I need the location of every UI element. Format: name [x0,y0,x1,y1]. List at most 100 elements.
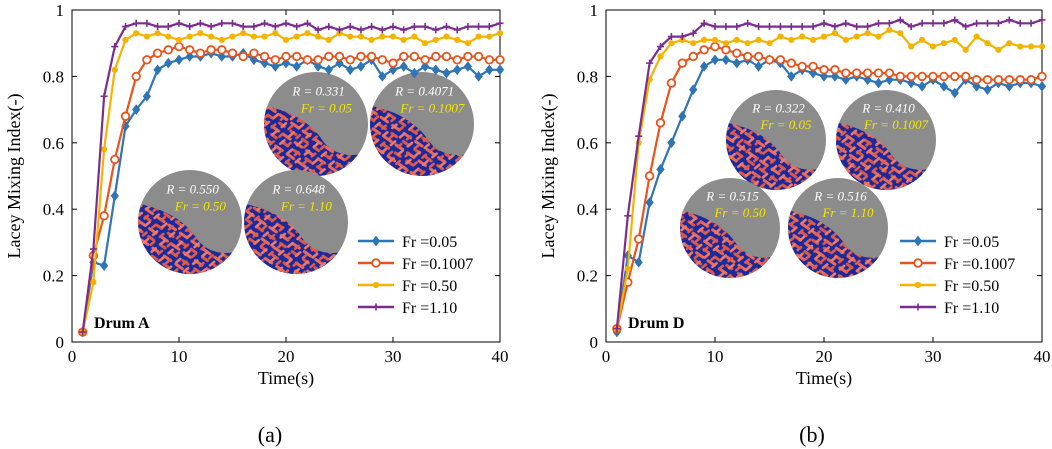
data-point [929,43,937,50]
data-point [475,33,482,40]
inset-fr-label: Fr = 0.1007 [399,101,465,116]
data-point [249,54,259,66]
data-point [347,33,354,40]
data-point [110,190,119,202]
data-point [939,71,949,82]
data-point [120,111,131,121]
data-point [831,30,839,37]
legend-entry: Fr =1.10 [944,300,999,317]
legend: Fr =0.05 Fr =0.1007 Fr =0.50 Fr =1.10 [894,230,1032,324]
data-point [443,33,450,40]
data-point [368,36,375,43]
legend: Fr =0.05 Fr =0.1007 Fr =0.50 Fr =1.10 [352,230,490,324]
panel-label: (a) [258,422,282,447]
data-point [1028,43,1035,50]
data-point [357,33,364,40]
legend-entry: Fr =1.10 [402,300,457,317]
data-point [917,81,927,92]
inset-fr-label: Fr = 0.50 [174,199,227,214]
data-point [270,55,280,65]
data-point [733,36,740,43]
data-point [496,30,504,37]
data-point [260,57,269,69]
data-point [474,71,483,82]
data-point [409,51,420,62]
data-point [175,36,183,43]
data-point [132,104,141,115]
data-point [164,57,173,69]
data-point [175,19,183,27]
data-point [313,55,323,65]
x-tick-label: 20 [278,347,295,366]
data-point [336,26,343,34]
data-point [939,81,949,92]
inset-fr-label: Fr = 1.10 [821,205,874,220]
inset-r-label: R = 0.550 [165,181,219,196]
data-point [710,54,720,66]
data-point [755,36,762,43]
inset-snapshot: R = 0.550 Fr = 0.50 [138,170,242,274]
legend-entry: Fr =0.1007 [402,256,473,273]
series-2 [612,41,1047,334]
inset-r-label: R = 0.515 [705,189,759,204]
inset-snapshot: R = 0.331 Fr = 0.05 [264,72,368,176]
data-point [238,51,248,62]
inset-particle-overlay [788,210,888,278]
data-point [90,279,97,286]
data-point [831,23,839,31]
data-point [495,64,505,76]
series-line [615,28,1042,329]
data-point [962,23,970,31]
data-point [1005,81,1014,92]
data-point [122,36,129,43]
data-point [485,23,493,31]
panel-label: (b) [799,422,825,447]
data-point [722,23,730,31]
inset-particle-overlay [138,203,242,274]
data-point [486,33,493,40]
data-point [399,61,408,72]
data-point [368,23,376,31]
data-point [690,40,697,47]
data-point [873,68,884,78]
data-point [261,33,268,40]
data-point [388,64,398,76]
data-point [755,23,763,31]
inset-particle-overlay [264,105,368,176]
data-point [292,61,301,72]
data-point [984,40,991,47]
data-point [325,36,332,43]
data-point [819,65,829,75]
data-point [786,58,796,68]
data-point [111,43,119,51]
data-point [995,46,1002,53]
data-point [864,23,872,31]
series-1 [78,47,505,338]
data-point [165,33,172,40]
data-point [378,26,386,34]
legend-swatch-marker [371,235,381,247]
data-point [99,260,109,271]
data-point [208,33,215,40]
inset-fr-label: Fr = 1.10 [280,199,333,214]
data-point [431,51,441,62]
data-point [744,19,752,27]
data-point [389,33,397,40]
y-axis-label: Lacey Mixing Index(-) [538,94,559,259]
data-point [1004,75,1014,85]
y-tick-label: 0.4 [577,200,599,219]
data-point [950,71,960,82]
data-point [853,33,860,40]
data-point [971,75,982,85]
data-point [906,71,916,82]
data-point [442,67,451,79]
data-point [993,75,1004,85]
inset-r-label: R = 0.410 [861,101,915,116]
x-tick-label: 0 [602,347,611,366]
data-point [207,23,215,31]
data-point [389,23,397,31]
data-point [443,23,450,31]
data-point [808,61,818,72]
data-point [721,45,731,55]
